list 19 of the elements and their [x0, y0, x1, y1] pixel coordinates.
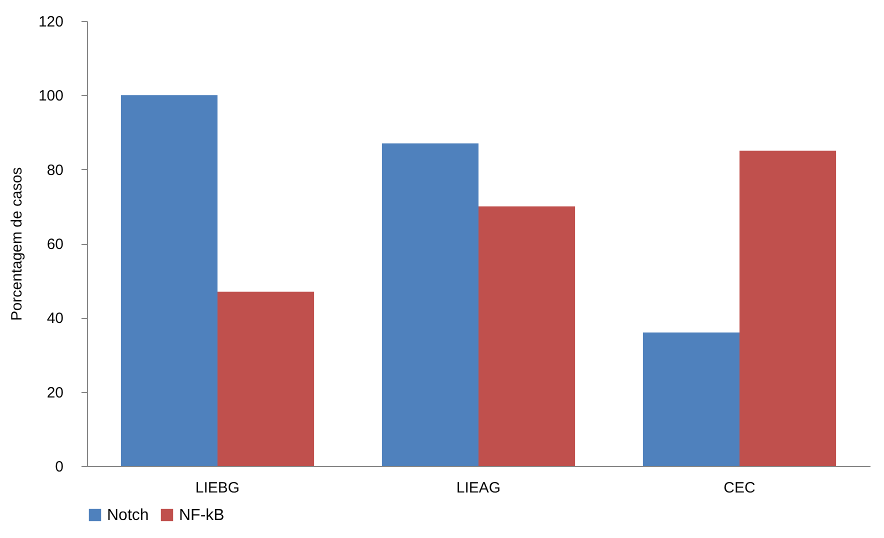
y-axis-title: Porcentagem de casos: [8, 167, 26, 321]
y-tick-label: 120: [38, 14, 64, 30]
x-tick-label: CEC: [724, 480, 756, 496]
y-tick-label: 0: [55, 458, 64, 476]
bar: [642, 332, 740, 466]
x-tick-label: LIEBG: [195, 480, 240, 496]
legend-label: NF-kB: [179, 507, 224, 524]
bar: [478, 206, 576, 466]
bar: [120, 95, 218, 466]
y-tick-label: 100: [38, 88, 64, 105]
y-tick-label: 40: [46, 310, 64, 328]
bar: [740, 150, 836, 466]
bar: [382, 143, 478, 466]
y-tick-label: 80: [46, 162, 64, 179]
y-tick-label: 60: [46, 236, 64, 253]
y-tick-label: 20: [46, 384, 64, 402]
legend-label: Notch: [107, 507, 149, 524]
bar: [218, 292, 314, 466]
x-tick-label: LIEAG: [456, 480, 501, 496]
